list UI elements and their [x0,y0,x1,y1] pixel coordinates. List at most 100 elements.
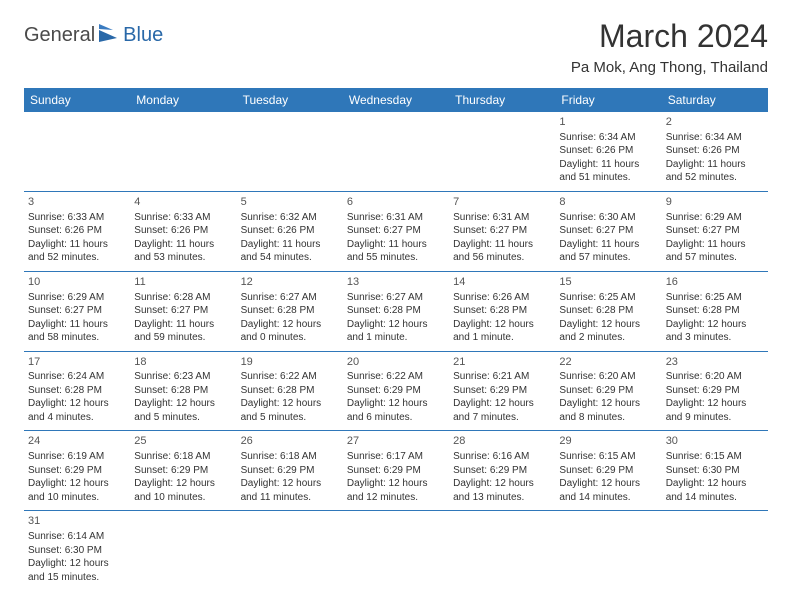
day-number: 14 [453,275,551,290]
sunset-text: Sunset: 6:29 PM [28,464,126,478]
daylight-text: Daylight: 11 hours and 52 minutes. [28,238,126,265]
calendar-cell [237,511,343,590]
calendar-cell: 28Sunrise: 6:16 AMSunset: 6:29 PMDayligh… [449,431,555,511]
weekday-header: Thursday [449,88,555,112]
weekday-header: Wednesday [343,88,449,112]
calendar-cell: 7Sunrise: 6:31 AMSunset: 6:27 PMDaylight… [449,191,555,271]
daylight-text: Daylight: 12 hours and 7 minutes. [453,397,551,424]
calendar-cell: 16Sunrise: 6:25 AMSunset: 6:28 PMDayligh… [662,271,768,351]
daylight-text: Daylight: 11 hours and 51 minutes. [559,158,657,185]
day-number: 30 [666,434,764,449]
sunrise-text: Sunrise: 6:26 AM [453,291,551,305]
calendar-cell: 11Sunrise: 6:28 AMSunset: 6:27 PMDayligh… [130,271,236,351]
weekday-header: Friday [555,88,661,112]
daylight-text: Daylight: 12 hours and 4 minutes. [28,397,126,424]
sunrise-text: Sunrise: 6:33 AM [134,211,232,225]
day-number: 21 [453,355,551,370]
daylight-text: Daylight: 12 hours and 1 minute. [347,318,445,345]
daylight-text: Daylight: 12 hours and 10 minutes. [28,477,126,504]
daylight-text: Daylight: 12 hours and 5 minutes. [134,397,232,424]
day-number: 11 [134,275,232,290]
calendar-cell: 23Sunrise: 6:20 AMSunset: 6:29 PMDayligh… [662,351,768,431]
logo: General Blue [24,24,163,47]
sunset-text: Sunset: 6:27 PM [134,304,232,318]
calendar-row: 17Sunrise: 6:24 AMSunset: 6:28 PMDayligh… [24,351,768,431]
sunset-text: Sunset: 6:28 PM [241,304,339,318]
sunrise-text: Sunrise: 6:27 AM [241,291,339,305]
day-number: 23 [666,355,764,370]
weekday-header: Sunday [24,88,130,112]
day-number: 17 [28,355,126,370]
calendar-cell: 21Sunrise: 6:21 AMSunset: 6:29 PMDayligh… [449,351,555,431]
calendar-cell [130,112,236,191]
sunrise-text: Sunrise: 6:24 AM [28,370,126,384]
weekday-header: Saturday [662,88,768,112]
sunrise-text: Sunrise: 6:25 AM [559,291,657,305]
sunrise-text: Sunrise: 6:31 AM [453,211,551,225]
daylight-text: Daylight: 12 hours and 6 minutes. [347,397,445,424]
sunrise-text: Sunrise: 6:23 AM [134,370,232,384]
day-number: 18 [134,355,232,370]
calendar-cell: 5Sunrise: 6:32 AMSunset: 6:26 PMDaylight… [237,191,343,271]
daylight-text: Daylight: 12 hours and 0 minutes. [241,318,339,345]
sunset-text: Sunset: 6:28 PM [241,384,339,398]
day-number: 26 [241,434,339,449]
sunset-text: Sunset: 6:29 PM [453,384,551,398]
daylight-text: Daylight: 12 hours and 14 minutes. [666,477,764,504]
sunset-text: Sunset: 6:27 PM [347,224,445,238]
sunrise-text: Sunrise: 6:30 AM [559,211,657,225]
title-block: March 2024 Pa Mok, Ang Thong, Thailand [571,18,768,76]
calendar-cell [449,511,555,590]
header: General Blue March 2024 Pa Mok, Ang Thon… [24,18,768,76]
calendar-cell [555,511,661,590]
day-number: 5 [241,195,339,210]
calendar-cell: 25Sunrise: 6:18 AMSunset: 6:29 PMDayligh… [130,431,236,511]
daylight-text: Daylight: 11 hours and 54 minutes. [241,238,339,265]
day-number: 13 [347,275,445,290]
calendar-cell: 29Sunrise: 6:15 AMSunset: 6:29 PMDayligh… [555,431,661,511]
calendar-cell [237,112,343,191]
logo-flag-icon [99,24,121,47]
sunset-text: Sunset: 6:29 PM [559,384,657,398]
calendar-row: 31Sunrise: 6:14 AMSunset: 6:30 PMDayligh… [24,511,768,590]
day-number: 2 [666,115,764,130]
day-number: 15 [559,275,657,290]
day-number: 24 [28,434,126,449]
sunrise-text: Sunrise: 6:18 AM [134,450,232,464]
day-number: 3 [28,195,126,210]
sunset-text: Sunset: 6:28 PM [347,304,445,318]
calendar-cell: 17Sunrise: 6:24 AMSunset: 6:28 PMDayligh… [24,351,130,431]
day-number: 6 [347,195,445,210]
sunrise-text: Sunrise: 6:18 AM [241,450,339,464]
calendar-cell: 8Sunrise: 6:30 AMSunset: 6:27 PMDaylight… [555,191,661,271]
calendar-cell: 18Sunrise: 6:23 AMSunset: 6:28 PMDayligh… [130,351,236,431]
sunrise-text: Sunrise: 6:29 AM [666,211,764,225]
sunrise-text: Sunrise: 6:16 AM [453,450,551,464]
day-number: 27 [347,434,445,449]
sunrise-text: Sunrise: 6:14 AM [28,530,126,544]
calendar-cell: 3Sunrise: 6:33 AMSunset: 6:26 PMDaylight… [24,191,130,271]
sunrise-text: Sunrise: 6:20 AM [559,370,657,384]
sunset-text: Sunset: 6:29 PM [347,464,445,478]
sunset-text: Sunset: 6:28 PM [28,384,126,398]
logo-text-blue: Blue [123,24,163,47]
calendar-cell: 14Sunrise: 6:26 AMSunset: 6:28 PMDayligh… [449,271,555,351]
daylight-text: Daylight: 11 hours and 55 minutes. [347,238,445,265]
sunset-text: Sunset: 6:28 PM [666,304,764,318]
calendar-cell: 22Sunrise: 6:20 AMSunset: 6:29 PMDayligh… [555,351,661,431]
calendar-cell [662,511,768,590]
calendar-cell [343,112,449,191]
sunrise-text: Sunrise: 6:33 AM [28,211,126,225]
daylight-text: Daylight: 12 hours and 3 minutes. [666,318,764,345]
calendar-cell: 13Sunrise: 6:27 AMSunset: 6:28 PMDayligh… [343,271,449,351]
calendar-table: Sunday Monday Tuesday Wednesday Thursday… [24,88,768,590]
sunset-text: Sunset: 6:26 PM [666,144,764,158]
calendar-body: 1Sunrise: 6:34 AMSunset: 6:26 PMDaylight… [24,112,768,590]
calendar-cell: 10Sunrise: 6:29 AMSunset: 6:27 PMDayligh… [24,271,130,351]
calendar-cell: 30Sunrise: 6:15 AMSunset: 6:30 PMDayligh… [662,431,768,511]
calendar-cell: 24Sunrise: 6:19 AMSunset: 6:29 PMDayligh… [24,431,130,511]
sunset-text: Sunset: 6:27 PM [28,304,126,318]
calendar-row: 10Sunrise: 6:29 AMSunset: 6:27 PMDayligh… [24,271,768,351]
calendar-cell [24,112,130,191]
calendar-row: 24Sunrise: 6:19 AMSunset: 6:29 PMDayligh… [24,431,768,511]
